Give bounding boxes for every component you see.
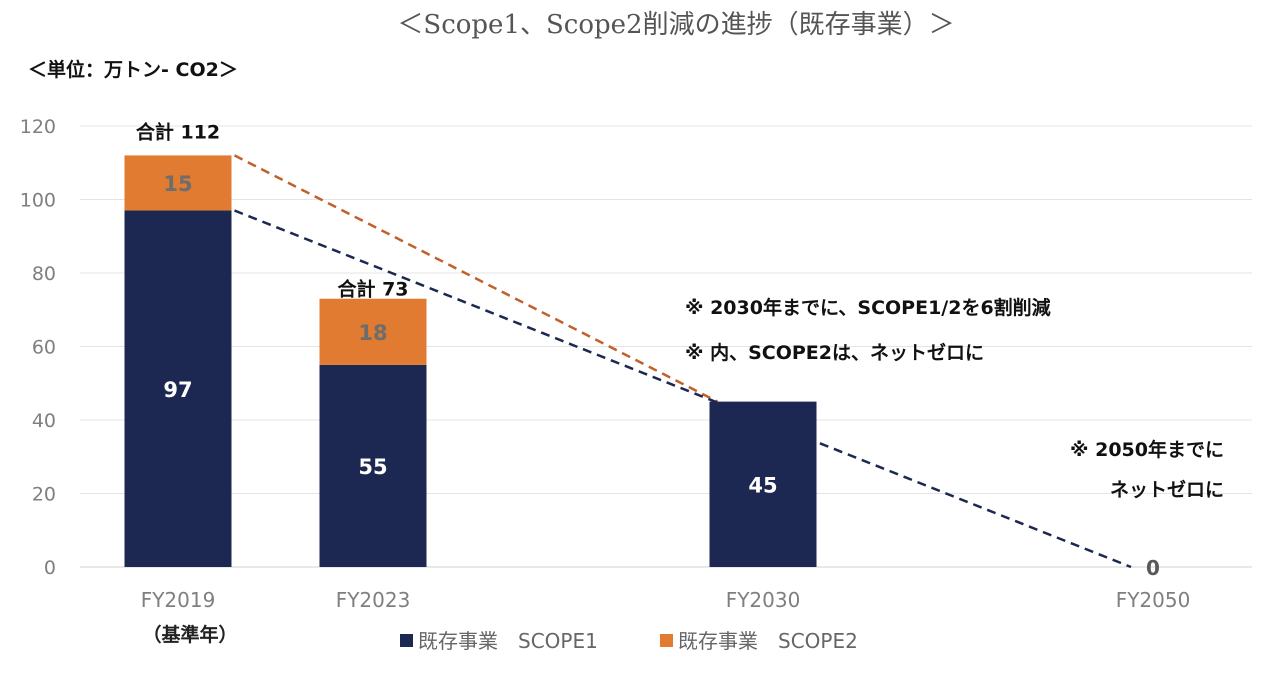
annotation-scope2-netzero: ※ 内、SCOPE2は、ネットゼロに — [685, 341, 984, 364]
labels: 97 15 合計 112 FY2019 55 18 合計 73 FY2023 45 FY2030 0… — [136, 120, 1190, 612]
data-label-scope1: 0 — [1146, 556, 1160, 580]
annotation-2030-reduction: ※ 2030年までに、SCOPE1/2を6割削減 — [685, 296, 1051, 319]
bar-scope1 — [124, 210, 232, 567]
gridlines: 0 20 40 60 80 100 120 — [20, 116, 1252, 579]
bar-scope2 — [124, 155, 232, 211]
unit-label: ＜単位：万トン- CO2＞ — [28, 58, 238, 81]
x-tick-label: FY2050 — [1116, 588, 1191, 612]
legend-swatch-scope1 — [400, 634, 413, 647]
x-tick-label: FY2019 — [141, 588, 216, 612]
legend: 既存事業 SCOPE1 既存事業 SCOPE2 — [400, 629, 858, 653]
annotation-2050-netzero: ネットゼロに — [1110, 478, 1224, 501]
x-tick-label: FY2023 — [336, 588, 411, 612]
x-tick-label: FY2030 — [726, 588, 801, 612]
y-tick-label: 20 — [32, 484, 56, 506]
data-label-scope1: 55 — [358, 455, 387, 479]
bar-scope1 — [319, 364, 427, 567]
bar-scope2 — [319, 298, 427, 365]
y-tick-label: 120 — [20, 116, 56, 138]
data-label-scope2: 18 — [358, 321, 387, 345]
data-label-scope1: 45 — [748, 473, 777, 497]
bars — [124, 155, 817, 567]
total-label: 合計 73 — [337, 278, 408, 301]
data-label-scope2: 15 — [163, 172, 192, 196]
annotation-2050: ※ 2050年までに — [1070, 438, 1224, 461]
data-label-scope1: 97 — [163, 378, 192, 402]
trend-lines — [233, 154, 1132, 569]
total-label: 合計 112 — [136, 120, 220, 143]
y-tick-label: 40 — [32, 410, 56, 432]
y-tick-label: 80 — [32, 263, 56, 285]
legend-label-scope2: 既存事業 SCOPE2 — [678, 629, 858, 653]
bar-scope1 — [709, 401, 817, 567]
legend-swatch-scope2 — [660, 634, 673, 647]
y-tick-label: 100 — [20, 190, 56, 212]
y-tick-label: 60 — [32, 337, 56, 359]
y-tick-label: 0 — [44, 557, 56, 579]
legend-label-scope1: 既存事業 SCOPE1 — [418, 629, 598, 653]
x-sublabel-base-year: （基準年） — [142, 623, 237, 646]
chart-title: ＜Scope1、Scope2削減の進捗（既存事業）＞ — [397, 10, 954, 40]
trend-line — [234, 209, 1132, 569]
trend-line — [233, 154, 719, 403]
